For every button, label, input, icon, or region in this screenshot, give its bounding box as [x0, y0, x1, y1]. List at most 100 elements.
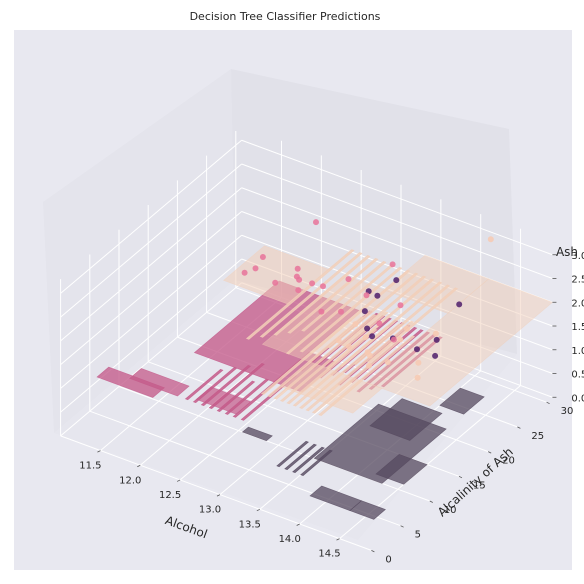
data-point: [345, 276, 352, 283]
y-tick-label: 15: [473, 480, 486, 491]
tick-labels: 11.5 12.0 12.5 13.0 13.5 14.0 14.5 0 5 10 15 20 25 30…: [79, 251, 584, 566]
data-point: [403, 325, 410, 332]
data-point: [318, 308, 325, 315]
data-point: [366, 352, 373, 359]
z-tick-label: 1.0: [571, 346, 584, 357]
data-point: [432, 330, 439, 337]
grid-line: [60, 163, 242, 318]
x-tick-mark: [97, 450, 101, 453]
data-point: [415, 359, 422, 366]
surface-patch-class-1: [200, 364, 252, 407]
y-tick-label: 30: [561, 406, 574, 417]
data-point: [363, 292, 370, 299]
data-point: [345, 343, 352, 350]
data-point: [338, 308, 344, 315]
x-tick-label: 13.5: [239, 519, 261, 530]
grid-line: [241, 139, 553, 256]
data-point: [433, 336, 440, 343]
y-tick-mark: [546, 401, 550, 405]
data-point: [414, 346, 420, 353]
y-tick-label: 0: [385, 554, 391, 565]
data-point: [432, 352, 439, 359]
x-tick-mark: [176, 479, 181, 482]
y-tick-mark: [429, 500, 433, 503]
data-point: [241, 269, 248, 276]
surface-patch-class-2: [309, 485, 363, 511]
surface-patch-class-1: [224, 378, 270, 415]
data-point: [390, 336, 397, 343]
z-tick-label: 3.0: [571, 251, 584, 262]
z-tick-label: 2.5: [571, 275, 584, 286]
chart-title: Decision Tree Classifier Predictions: [190, 10, 381, 23]
z-tick-label: 1.5: [571, 322, 584, 333]
data-point: [487, 236, 494, 243]
surface-patch-class-0: [318, 335, 416, 416]
x-tick-mark: [256, 508, 261, 512]
data-point: [352, 321, 359, 328]
surface-patch-class-0: [259, 252, 363, 338]
z-tick-label: 2.0: [571, 298, 584, 309]
data-point: [335, 337, 342, 344]
x-tick-label: 12.0: [119, 475, 141, 486]
y-tick-label: 5: [415, 530, 421, 541]
surface-patch-class-1: [184, 368, 224, 401]
surface-patch-class-0: [260, 319, 352, 395]
data-point: [362, 334, 369, 341]
y-tick-label: 20: [502, 456, 515, 467]
x-tick-mark: [216, 494, 221, 497]
surface-patch-class-1: [193, 280, 360, 383]
surface-patch-class-2: [284, 443, 317, 471]
data-point: [294, 265, 301, 272]
y-tick-label: 10: [444, 505, 457, 516]
data-point: [384, 359, 391, 366]
surface-patch-class-0: [245, 249, 355, 340]
x-tick-label: 11.5: [79, 461, 101, 472]
data-point: [320, 283, 326, 290]
surface-patch-class-1: [208, 362, 265, 409]
surface-patch-class-2: [241, 426, 273, 442]
x-tick-mark: [296, 523, 300, 526]
data-point: [414, 374, 421, 381]
z-tick-label: 0.5: [571, 370, 584, 381]
z-tick-label: 0.0: [571, 393, 584, 404]
surface-patch-class-0: [286, 328, 378, 405]
grid-line: [60, 234, 242, 389]
grid-line: [60, 211, 242, 366]
data-point: [313, 219, 319, 226]
data-point: [389, 261, 396, 268]
surface-patch-class-2: [292, 446, 325, 474]
data-point: [309, 280, 316, 287]
data-point: [397, 336, 404, 343]
decision-surfaces: [96, 245, 553, 520]
data-point: [376, 320, 383, 327]
y-tick-mark: [458, 475, 463, 479]
surface-patch-class-0: [292, 325, 390, 407]
surface-patch-class-0: [279, 311, 389, 402]
data-point: [374, 292, 381, 299]
data-point: [252, 265, 259, 272]
data-point: [456, 301, 463, 308]
surface-patch-class-0: [367, 287, 459, 364]
surface-patch-class-0: [287, 258, 379, 334]
y-tick-mark: [371, 550, 375, 553]
data-point: [259, 254, 266, 260]
surface-patch-class-2: [439, 387, 485, 415]
y-tick-mark: [488, 451, 492, 454]
x-tick-label: 14.0: [279, 534, 301, 545]
grid-line: [60, 282, 242, 437]
x-tick-label: 13.0: [199, 505, 221, 516]
surface-patch-class-2: [276, 440, 309, 468]
grid-line: [60, 435, 372, 551]
surface-patch-class-2: [300, 449, 333, 476]
data-point: [293, 273, 300, 280]
data-point: [366, 362, 372, 369]
grid-line: [241, 163, 553, 279]
surface-patch-class-0: [341, 275, 427, 347]
surface-patch-class-0: [305, 320, 415, 412]
data-point: [361, 308, 368, 315]
surface-patch-class-0: [273, 255, 371, 336]
x-tick-mark: [137, 464, 141, 468]
surface-patch-class-0: [267, 316, 365, 398]
data-point: [295, 287, 302, 294]
surface-patch-class-2: [369, 398, 443, 441]
